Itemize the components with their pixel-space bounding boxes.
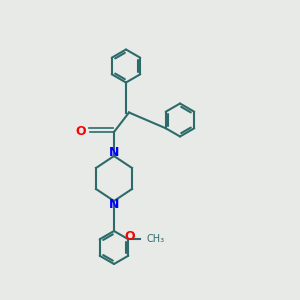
- Text: CH₃: CH₃: [146, 234, 164, 244]
- Text: O: O: [124, 230, 135, 243]
- Text: N: N: [109, 146, 119, 160]
- Text: O: O: [76, 125, 86, 139]
- Text: N: N: [109, 197, 119, 211]
